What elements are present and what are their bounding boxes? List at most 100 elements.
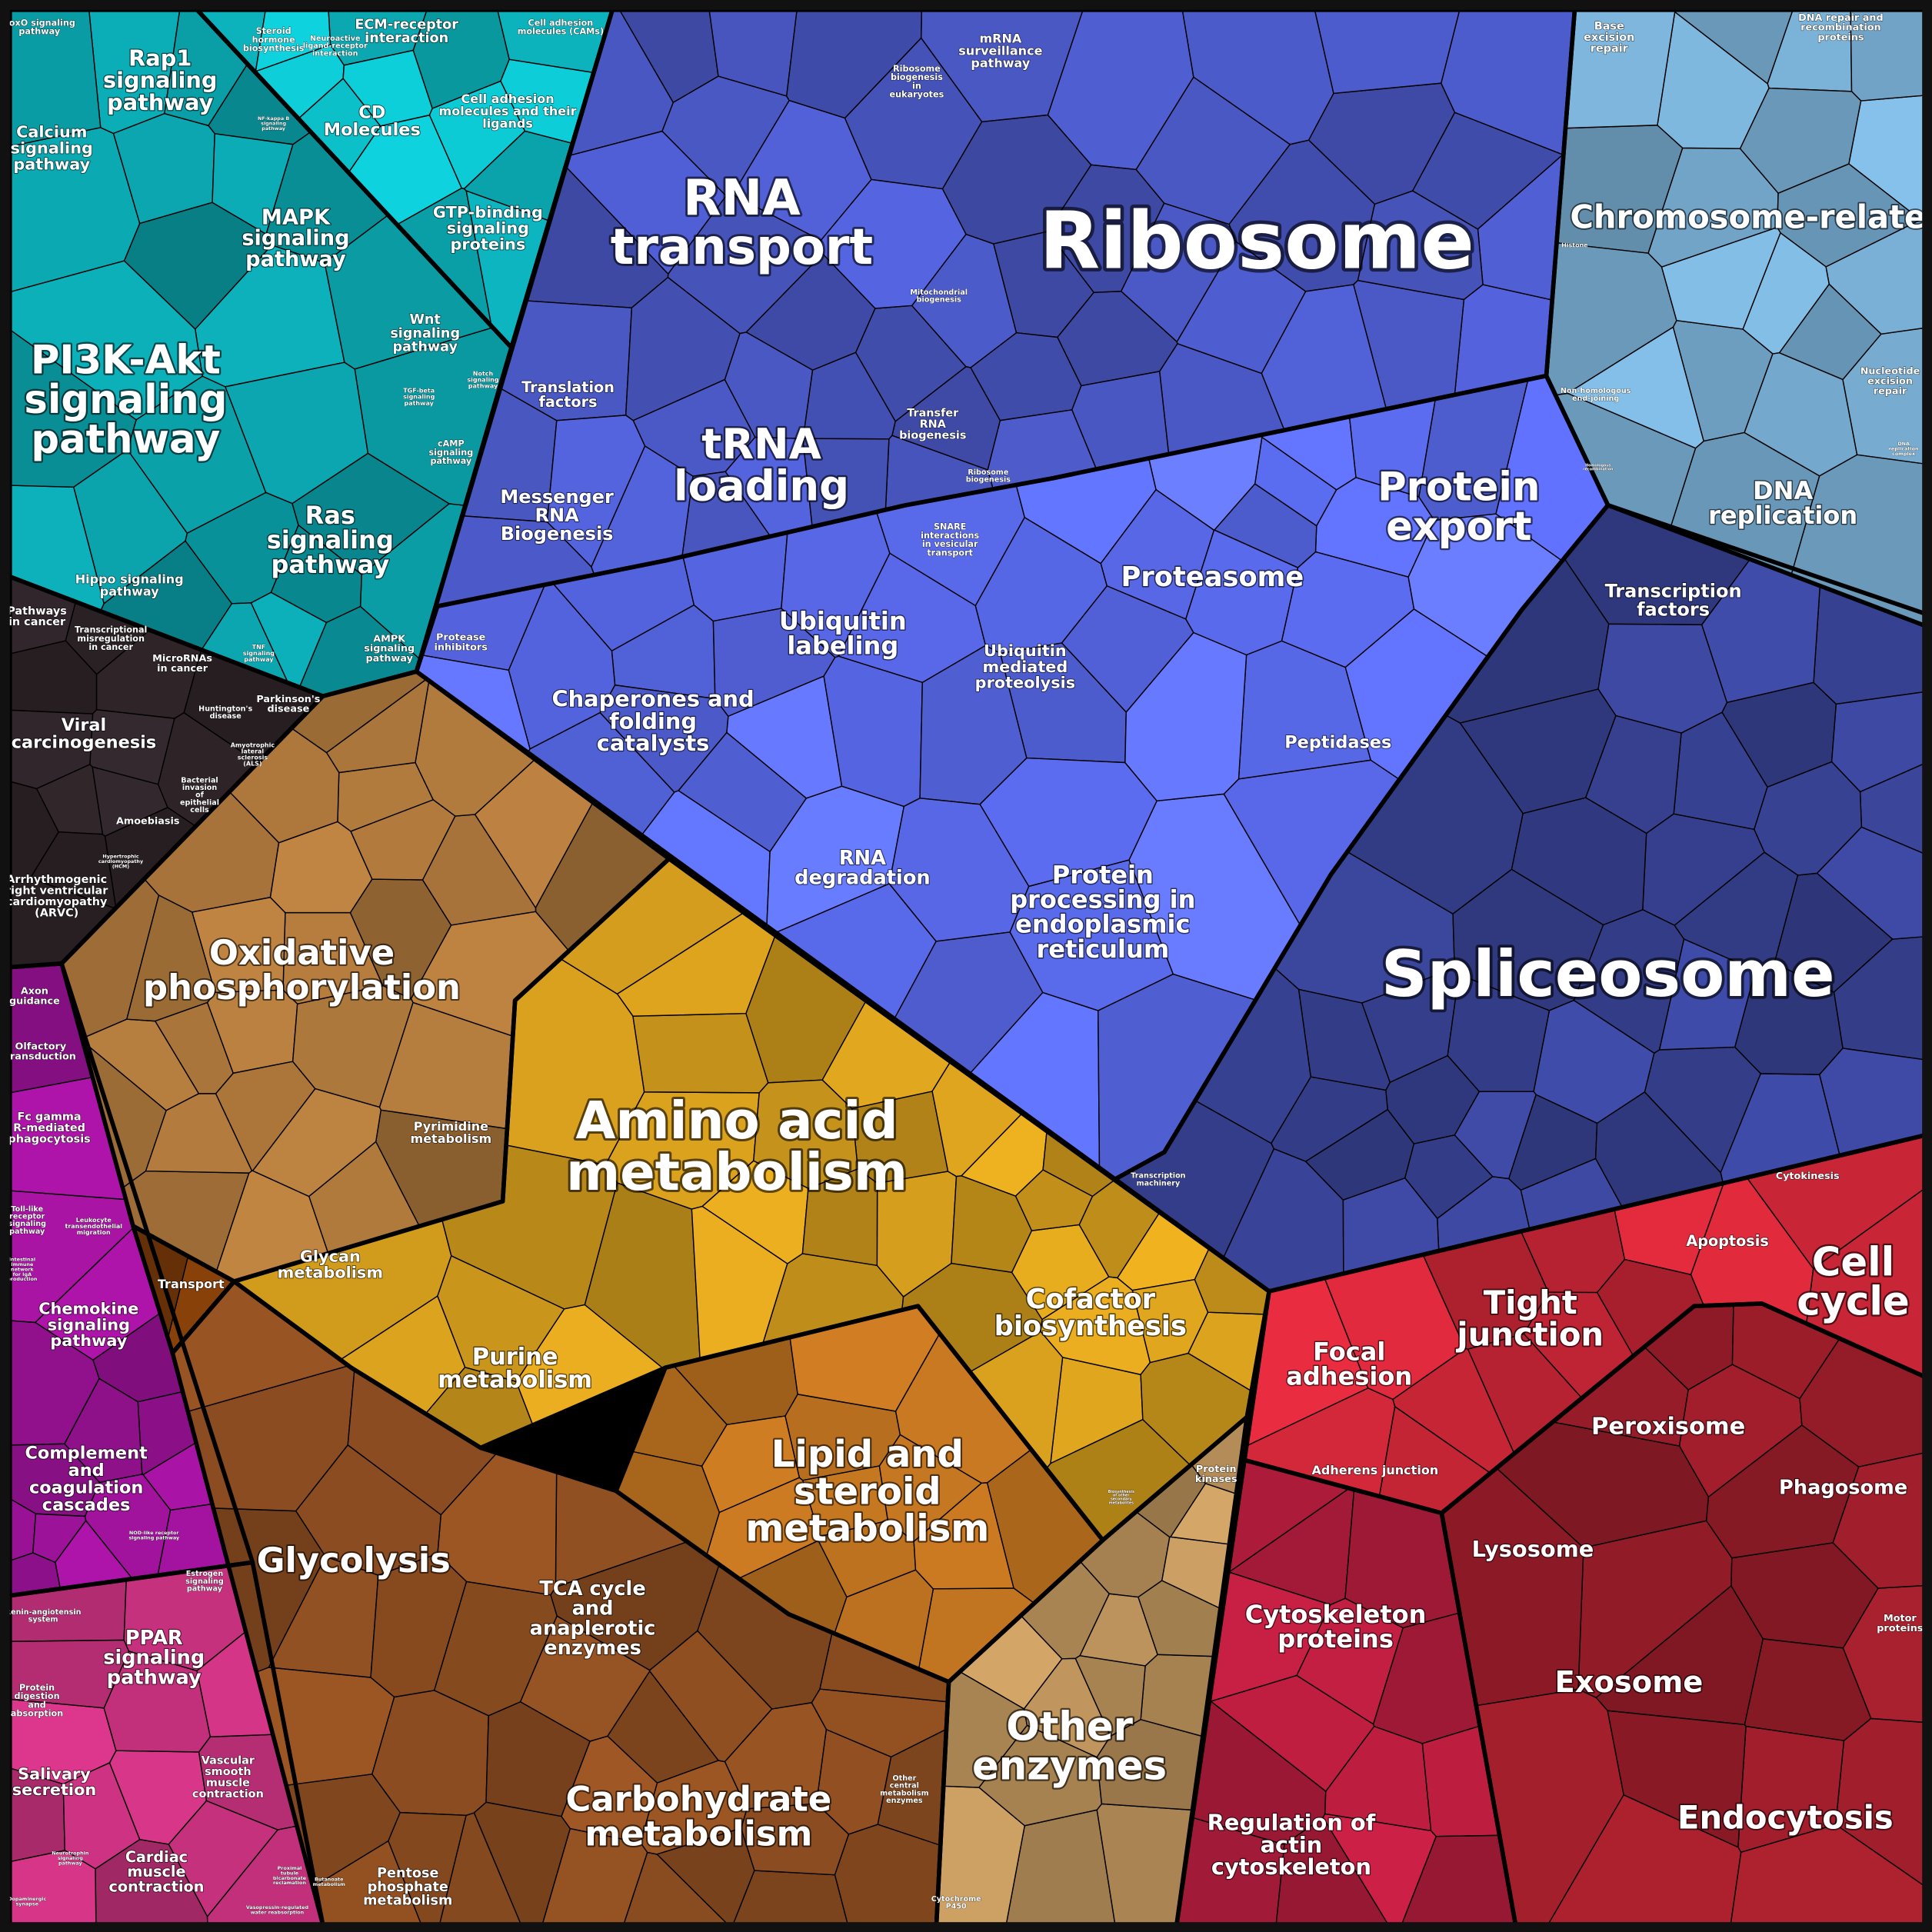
pathway-label: Cytochrome P450: [931, 1895, 981, 1911]
pathway-label: Amyotrophic lateral sclerosis (ALS): [231, 741, 275, 767]
pathway-label: Proximal tubule bicarbonate reclamation: [273, 1865, 307, 1886]
pathway-label: DNA repair and recombination proteins: [1798, 12, 1884, 44]
pathway-label: Translation factors: [521, 378, 615, 411]
pathway-label: Pentose phosphate metabolism: [363, 1866, 452, 1908]
pathway-label: ECM-receptor interaction: [355, 17, 458, 46]
pathway-label: Protein processing in endoplasmic reticulum: [1010, 861, 1195, 964]
category-region-amino-acid-metabolism: [232, 856, 1271, 1543]
pathway-label: Arrhythmogenic right ventricular cardiomyo…: [5, 874, 108, 919]
pathway-label: Cell cycle: [1797, 1239, 1909, 1324]
pathway-label: Exosome: [1554, 1665, 1703, 1700]
voronoi-cell: [212, 133, 294, 235]
pathway-label: Phagosome: [1779, 1477, 1907, 1500]
pathway-label: CD Molecules: [324, 103, 421, 140]
pathway-label: Ras signaling pathway: [267, 501, 394, 579]
voronoi-cell: [1124, 631, 1247, 802]
voronoi-cell: [766, 785, 904, 934]
pathway-label: Wnt signaling pathway: [390, 312, 460, 355]
pathway-label: Apoptosis: [1686, 1232, 1768, 1250]
pathway-label: Pathways in cancer: [7, 605, 67, 628]
pathway-label: Transcription machinery: [1131, 1172, 1185, 1188]
pathway-label: Cytokinesis: [1776, 1171, 1840, 1182]
pathway-label: MicroRNAs in cancer: [152, 653, 212, 675]
pathway-label: Cell adhesion molecules and their ligands: [439, 92, 577, 131]
pathway-labels: FoxO signaling pathway Rap1 signaling pathwa…: [3, 12, 1932, 1916]
pathway-label: Fc gamma R-mediated phagocytosis: [8, 1111, 90, 1145]
pathway-label: Neurotrophin signaling pathway: [52, 1850, 89, 1867]
pathway-label: FoxO signaling pathway: [4, 18, 75, 36]
voronoi-cell: [820, 178, 967, 309]
voronoi-cell: [1185, 529, 1299, 656]
voronoi-cell: [64, 1377, 143, 1484]
pathway-label: Nucleotide excision repair: [1860, 366, 1920, 398]
pathway-label: PPAR signaling pathway: [103, 1627, 205, 1689]
voronoi-cell: [126, 894, 216, 1022]
pathway-label: DNA replication: [1708, 476, 1857, 530]
voronoi-cell: [993, 231, 1094, 338]
voronoi-cell: [1832, 1451, 1932, 1589]
voronoi-cell: [1100, 488, 1215, 620]
pathway-label: Lysosome: [1472, 1536, 1594, 1562]
voronoi-cell: [1790, 454, 1932, 629]
pathway-label: MAPK signaling pathway: [242, 205, 349, 271]
voronoi-cell: [667, 194, 824, 335]
voronoi-cell: [599, 685, 729, 793]
voronoi-cell: [784, 1394, 901, 1481]
pathway-label: Cardiac muscle contraction: [108, 1848, 204, 1895]
pathway-label: Other central metabolism enzymes: [880, 1774, 928, 1805]
voronoi-cell: [1597, 623, 1728, 734]
pathway-label: RNA transport: [611, 170, 873, 276]
pathway-label: Mitochondrial biogenesis: [910, 288, 968, 305]
voronoi-cell: [350, 799, 456, 881]
pathway-label: Regulation of actin cytoskeleton: [1208, 1810, 1376, 1880]
voronoi-cell: [1135, 76, 1291, 225]
pathway-label: TGF-beta signaling pathway: [403, 388, 435, 407]
pathway-label: Intestinal immune network for IgA production: [7, 1257, 38, 1283]
pathway-label: Oxidative phosphorylation: [143, 932, 461, 1008]
voronoi-cell: [1661, 226, 1781, 330]
pathway-label: Ribosome biogenesis: [966, 468, 1011, 485]
pathway-label: Spliceosome: [1381, 937, 1835, 1011]
pathway-label: Transport: [158, 1277, 225, 1291]
pathway-label: Other enzymes: [972, 1704, 1167, 1789]
voronoi-cell: [753, 1079, 859, 1189]
pathway-label: Bacterial invasion of epithelial cells: [180, 776, 219, 814]
voronoi-cell: [1135, 1464, 1206, 1538]
pathway-label: Pyrimidine metabolism: [411, 1119, 492, 1146]
pathway-label: Amoebiasis: [116, 815, 180, 827]
pathway-label: Leukocyte transendothelial migration: [65, 1217, 122, 1236]
pathway-label: NOD-like receptor signaling pathway: [128, 1530, 180, 1541]
voronoi-cell: [127, 375, 267, 534]
pathway-label: Lipid and steroid metabolism: [745, 1433, 989, 1550]
pathway-label: Steroid hormone biosynthesis: [243, 26, 305, 54]
voronoi-cell: [270, 525, 362, 624]
voronoi-cell: [1131, 1278, 1209, 1364]
pathway-label: tRNA loading: [674, 419, 849, 510]
pathway-label: Transcription factors: [1605, 581, 1742, 621]
voronoi-cell: [9, 1639, 130, 1709]
voronoi-cell: [1314, 9, 1461, 95]
pathway-label: Peptidases: [1284, 732, 1391, 752]
pathway-label: Proteasome: [1121, 561, 1304, 593]
pathway-label: GTP-binding signaling proteins: [433, 203, 543, 254]
voronoi-cell: [1210, 1674, 1375, 1792]
pathway-label: Histone: [1561, 242, 1588, 249]
pathway-label: Amino acid metabolism: [566, 1091, 908, 1202]
pathway-label: mRNA surveillance pathway: [958, 31, 1042, 70]
pathway-label: Butanoate metabolism: [313, 1876, 346, 1887]
pathway-label: Neuroactive ligand-receptor interaction: [303, 35, 368, 58]
pathway-label: Endocytosis: [1677, 1799, 1894, 1837]
voronoi-cells: [9, 9, 1932, 1926]
pathway-label: Calcium signaling pathway: [11, 123, 93, 174]
voronoi-cell: [1214, 483, 1317, 568]
pathway-label: Viral carcinogenesis: [12, 715, 157, 752]
pathway-label: Messenger RNA Biogenesis: [500, 486, 614, 545]
pathway-label: DNA replication complex: [1889, 441, 1919, 457]
pathway-label: Transfer RNA biogenesis: [899, 408, 966, 442]
pathway-label: PI3K-Akt signaling pathway: [24, 338, 227, 463]
voronoi-cell: [485, 1701, 591, 1817]
pathway-label: AMPK signaling pathway: [364, 633, 415, 665]
voronoi-cell: [145, 1093, 253, 1174]
pathway-label: Axon guidance: [9, 986, 60, 1008]
voronoi-cell: [1304, 1108, 1415, 1201]
